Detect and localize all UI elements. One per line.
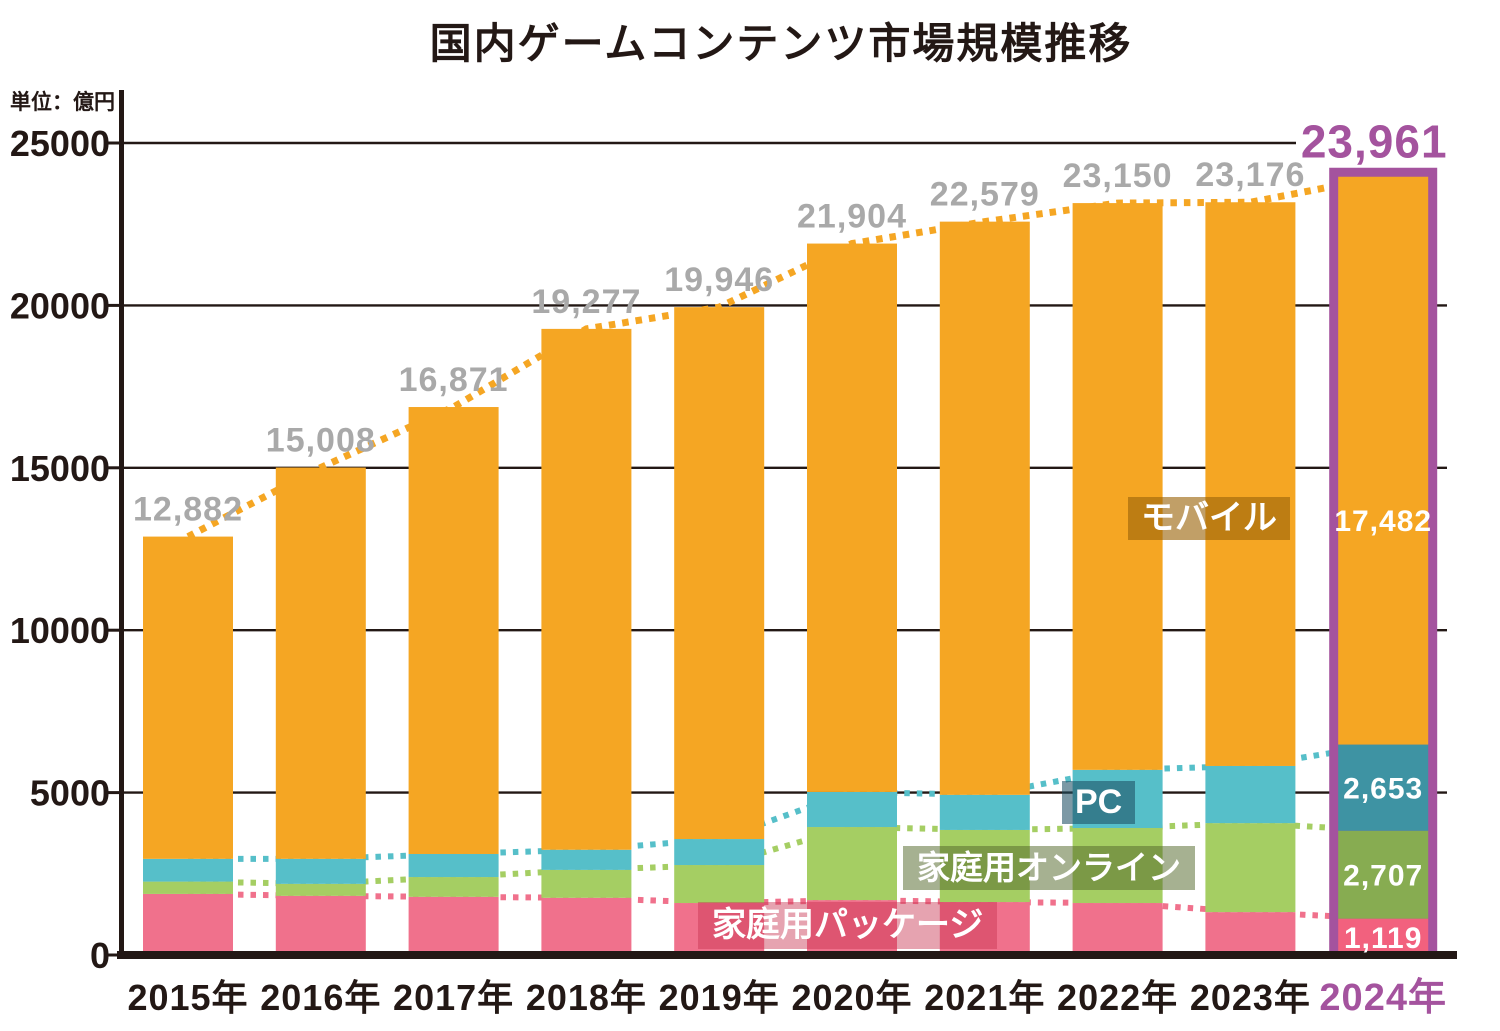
segment-value-label-モバイル: 17,482 (1334, 505, 1432, 538)
bar-segment-モバイル-2022年 (1072, 203, 1163, 770)
bar-segment-モバイル-2023年 (1205, 202, 1296, 766)
y-tick-label: 0 (90, 935, 110, 976)
x-axis-label-2017年: 2017年 (393, 977, 514, 1018)
y-axis (119, 90, 124, 959)
bar-segment-家庭用パッケージ-2024年 (1338, 918, 1429, 955)
total-label-2023年: 23,176 (1195, 156, 1305, 194)
segment-value-label-家庭用オンライン: 2,707 (1343, 860, 1423, 893)
x-axis-label-2018年: 2018年 (526, 977, 647, 1018)
bar-segment-モバイル-2024年 (1338, 176, 1429, 745)
bar-segment-家庭用パッケージ-2023年 (1205, 912, 1296, 955)
total-label-2018年: 19,277 (531, 283, 641, 321)
y-tick-label: 15000 (10, 448, 110, 489)
bar-segment-家庭用オンライン-2016年 (275, 883, 366, 896)
bar-segment-PC-2023年 (1205, 765, 1296, 824)
total-label-2022年: 23,150 (1063, 157, 1173, 195)
series-label-online: 家庭用オンライン (903, 846, 1195, 890)
bar-segment-モバイル-2015年 (143, 536, 233, 859)
x-axis-label-2024年: 2024年 (1319, 977, 1447, 1019)
x-axis (117, 951, 1457, 959)
chart-title: 国内ゲームコンテンツ市場規模推移 (429, 20, 1133, 67)
bar-segment-家庭用オンライン-2024年 (1338, 830, 1429, 919)
bar-segment-家庭用オンライン-2019年 (674, 865, 765, 904)
bar-segment-家庭用パッケージ-2020年 (807, 900, 897, 955)
bar-segment-家庭用パッケージ-2018年 (541, 897, 632, 955)
total-label-2017年: 16,871 (399, 361, 509, 399)
segment-value-label-家庭用パッケージ: 1,119 (1344, 922, 1422, 955)
bar-segment-家庭用パッケージ-2016年 (275, 895, 366, 955)
y-tick-label: 25000 (10, 123, 110, 164)
total-label-2024年: 23,961 (1301, 116, 1448, 168)
x-axis-label-2021年: 2021年 (924, 977, 1045, 1018)
bar-segment-家庭用オンライン-2017年 (408, 877, 499, 897)
bar-segment-PC-2015年 (143, 858, 233, 882)
unit-label: 単位：億円 (10, 91, 115, 114)
y-tick-label: 10000 (10, 610, 110, 651)
bar-segment-PC-2018年 (541, 849, 632, 870)
bar-segment-モバイル-2017年 (408, 407, 499, 854)
bar-segment-モバイル-2021年 (939, 221, 1030, 795)
x-axis-label-2020年: 2020年 (791, 977, 912, 1018)
bar-segment-家庭用パッケージ-2022年 (1072, 903, 1163, 955)
bar-segment-家庭用パッケージ-2015年 (143, 893, 233, 955)
total-label-2016年: 15,008 (266, 422, 376, 460)
bar-segment-家庭用パッケージ-2017年 (408, 896, 499, 955)
x-axis-label-2019年: 2019年 (659, 977, 780, 1018)
bar-segment-PC-2016年 (275, 858, 366, 884)
dotted-boundary-line-2 (188, 741, 1384, 862)
bar-segment-家庭用パッケージ-2019年 (674, 903, 765, 955)
series-label-pc: PC (1062, 781, 1136, 825)
series-label-package: 家庭用パッケージ (698, 902, 998, 950)
dotted-total-line (186, 173, 1384, 540)
dotted-boundary-line-1 (187, 820, 1384, 887)
bar-segment-PC-2021年 (939, 794, 1030, 830)
bar-segment-モバイル-2020年 (807, 243, 897, 792)
y-tick-label: 5000 (30, 773, 110, 814)
bar-segment-家庭用オンライン-2023年 (1205, 823, 1296, 913)
bar-segment-PC-2020年 (807, 791, 897, 828)
bar-segment-PC-2019年 (674, 839, 765, 866)
bar-segment-家庭用オンライン-2020年 (807, 827, 897, 901)
y-tick-label: 20000 (10, 285, 110, 326)
x-axis-label-2023年: 2023年 (1190, 977, 1311, 1018)
total-label-2021年: 22,579 (930, 176, 1040, 214)
bar-segment-PC-2017年 (408, 853, 499, 878)
bar-segment-モバイル-2016年 (275, 467, 366, 859)
bar-segment-家庭用オンライン-2015年 (143, 881, 233, 894)
segment-value-label-PC: 2,653 (1343, 773, 1423, 806)
x-axis-label-2015年: 2015年 (127, 977, 248, 1018)
x-axis-label-2022年: 2022年 (1057, 977, 1178, 1018)
bar-segment-モバイル-2019年 (674, 307, 765, 840)
series-label-mobile: モバイル (1128, 497, 1290, 541)
total-label-2020年: 21,904 (797, 198, 907, 236)
total-label-2019年: 19,946 (664, 261, 774, 299)
bar-segment-家庭用オンライン-2018年 (541, 869, 632, 898)
total-label-2015年: 12,882 (133, 491, 243, 529)
bar-segment-モバイル-2018年 (541, 328, 632, 850)
x-axis-label-2016年: 2016年 (260, 977, 381, 1018)
bar-segment-PC-2024年 (1338, 744, 1429, 831)
bar-segment-家庭用パッケージ-2021年 (939, 902, 1030, 955)
